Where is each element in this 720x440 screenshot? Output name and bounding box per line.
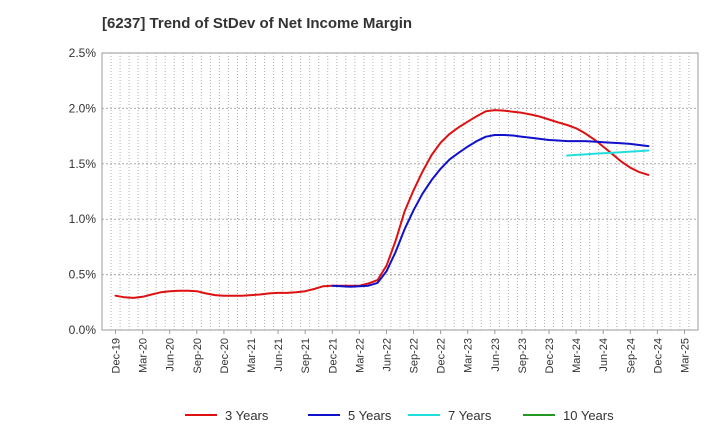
y-tick-label: 0.5% bbox=[69, 268, 97, 282]
y-tick-label: 2.0% bbox=[69, 101, 97, 115]
x-tick-label: Mar-22 bbox=[354, 338, 366, 373]
x-axis-ticks: Dec-19 Mar-20 Jun-20 Sep-20 Dec-20 Mar-21 Jun-… bbox=[111, 330, 691, 373]
legend-label: 7 Years bbox=[448, 408, 492, 423]
x-tick-label: Dec-21 bbox=[327, 338, 339, 373]
x-tick-label: Dec-23 bbox=[544, 338, 556, 373]
x-tick-label: Jun-21 bbox=[273, 338, 285, 372]
x-tick-label: Dec-24 bbox=[652, 338, 664, 373]
legend-label: 3 Years bbox=[225, 408, 269, 423]
y-axis-ticks: 0.0% 0.5% 1.0% 1.5% 2.0% 2.5% bbox=[69, 46, 97, 337]
x-tick-label: Sep-21 bbox=[300, 338, 312, 373]
chart-title: [6237] Trend of StDev of Net Income Marg… bbox=[102, 15, 412, 32]
grid-lines bbox=[102, 53, 698, 330]
x-tick-label: Sep-23 bbox=[517, 338, 529, 373]
x-tick-label: Sep-22 bbox=[409, 338, 421, 373]
y-tick-label: 0.0% bbox=[69, 323, 97, 337]
y-tick-label: 1.5% bbox=[69, 157, 97, 171]
x-tick-label: Mar-23 bbox=[463, 338, 475, 373]
x-tick-label: Dec-22 bbox=[436, 338, 448, 373]
legend: 3 Years 5 Years 7 Years 10 Years bbox=[185, 408, 614, 423]
x-tick-label: Mar-25 bbox=[679, 338, 691, 373]
series-line-3-years bbox=[114, 109, 650, 299]
series-line-7-years bbox=[566, 149, 650, 157]
x-tick-label: Jun-20 bbox=[165, 338, 177, 372]
x-tick-label: Mar-21 bbox=[246, 338, 258, 373]
x-tick-label: Sep-20 bbox=[192, 338, 204, 373]
x-tick-label: Mar-24 bbox=[571, 338, 583, 373]
x-tick-label: Sep-24 bbox=[625, 338, 637, 373]
x-tick-label: Jun-24 bbox=[598, 338, 610, 372]
legend-label: 5 Years bbox=[348, 408, 392, 423]
series-line-5-years bbox=[331, 134, 650, 288]
legend-label: 10 Years bbox=[563, 408, 614, 423]
series-lines bbox=[114, 109, 650, 299]
x-tick-label: Dec-20 bbox=[219, 338, 231, 373]
y-tick-label: 2.5% bbox=[69, 46, 97, 60]
x-tick-label: Mar-20 bbox=[138, 338, 150, 373]
x-tick-label: Jun-23 bbox=[490, 338, 502, 372]
x-tick-label: Jun-22 bbox=[381, 338, 393, 372]
y-tick-label: 1.0% bbox=[69, 212, 97, 226]
x-tick-label: Dec-19 bbox=[111, 338, 123, 373]
